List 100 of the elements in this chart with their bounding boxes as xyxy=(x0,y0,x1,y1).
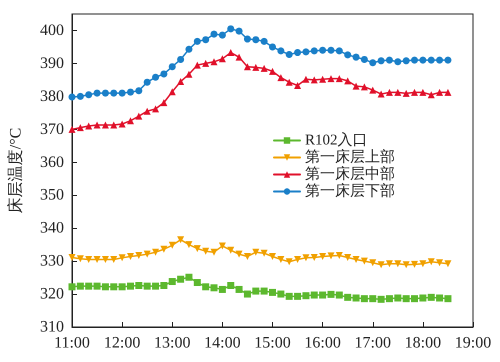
point xyxy=(294,49,302,56)
y-tick-label: 400 xyxy=(40,22,64,39)
y-axis-title: 床层温度/°C xyxy=(6,128,24,214)
point xyxy=(68,126,76,133)
point xyxy=(386,56,393,64)
x-tick-label: 18:00 xyxy=(404,334,442,352)
point xyxy=(210,248,218,256)
point xyxy=(118,254,126,262)
x-tick-label: 12:00 xyxy=(104,334,140,352)
point xyxy=(68,254,76,261)
point xyxy=(369,295,376,302)
point xyxy=(386,260,393,268)
point xyxy=(394,260,402,268)
point xyxy=(202,248,210,255)
point xyxy=(227,49,234,56)
point xyxy=(352,294,360,302)
point xyxy=(336,47,343,54)
x-tick-label: 11:00 xyxy=(54,334,90,352)
point xyxy=(210,58,218,66)
point xyxy=(218,32,226,39)
point xyxy=(85,122,92,130)
point xyxy=(127,88,134,96)
point xyxy=(411,88,418,96)
point xyxy=(277,290,284,298)
point xyxy=(286,258,293,266)
point xyxy=(294,256,302,263)
point xyxy=(294,292,302,300)
point xyxy=(168,242,176,249)
point xyxy=(160,70,168,78)
point xyxy=(411,260,418,268)
point xyxy=(94,256,101,263)
point xyxy=(185,70,192,78)
point xyxy=(236,286,243,293)
point xyxy=(252,288,260,295)
point xyxy=(386,88,393,96)
point xyxy=(352,82,360,90)
point xyxy=(444,260,452,268)
point xyxy=(277,256,284,263)
point xyxy=(102,283,109,290)
x-tick-label: 19:00 xyxy=(454,334,492,352)
point xyxy=(144,282,151,290)
point xyxy=(177,78,184,86)
x-tick-label: 14:00 xyxy=(204,334,241,352)
legend-label: 第一床层下部 xyxy=(305,182,395,200)
x-tick-label: 16:00 xyxy=(304,334,341,352)
point xyxy=(194,245,201,252)
point xyxy=(210,30,218,38)
point xyxy=(336,252,343,260)
point xyxy=(294,82,302,89)
point xyxy=(302,76,310,83)
point xyxy=(436,88,444,96)
point xyxy=(319,252,326,260)
point xyxy=(210,284,218,292)
point xyxy=(110,122,118,129)
point xyxy=(428,56,435,64)
point xyxy=(244,252,251,260)
point xyxy=(378,57,385,64)
point xyxy=(436,56,444,64)
point xyxy=(336,292,343,299)
point xyxy=(344,294,352,301)
point xyxy=(378,90,385,98)
point xyxy=(135,87,142,94)
point xyxy=(269,288,276,296)
point xyxy=(419,260,426,268)
point xyxy=(419,294,426,302)
point xyxy=(76,124,84,132)
point xyxy=(394,88,402,96)
point xyxy=(360,83,368,90)
point xyxy=(244,290,251,298)
point xyxy=(310,76,318,84)
point xyxy=(227,25,234,32)
y-tick-label: 310 xyxy=(40,318,64,336)
point xyxy=(252,64,260,71)
point xyxy=(260,250,268,257)
point xyxy=(360,295,368,302)
point xyxy=(236,250,243,258)
point xyxy=(202,283,210,290)
point xyxy=(76,282,84,290)
point xyxy=(152,74,160,81)
point xyxy=(227,246,234,254)
point xyxy=(218,286,226,293)
point xyxy=(352,256,360,263)
point xyxy=(319,46,326,54)
point xyxy=(327,290,334,298)
point xyxy=(369,59,376,66)
point xyxy=(85,256,92,263)
x-tick-label: 15:00 xyxy=(254,334,291,352)
point xyxy=(394,58,402,66)
point xyxy=(236,54,243,61)
point xyxy=(244,63,251,70)
point xyxy=(277,74,284,82)
point xyxy=(144,78,151,86)
point xyxy=(244,36,251,43)
point xyxy=(419,56,426,64)
point xyxy=(444,56,452,64)
point xyxy=(194,62,201,69)
point xyxy=(360,56,368,63)
point xyxy=(310,292,318,299)
point xyxy=(135,282,142,289)
point xyxy=(252,248,260,256)
